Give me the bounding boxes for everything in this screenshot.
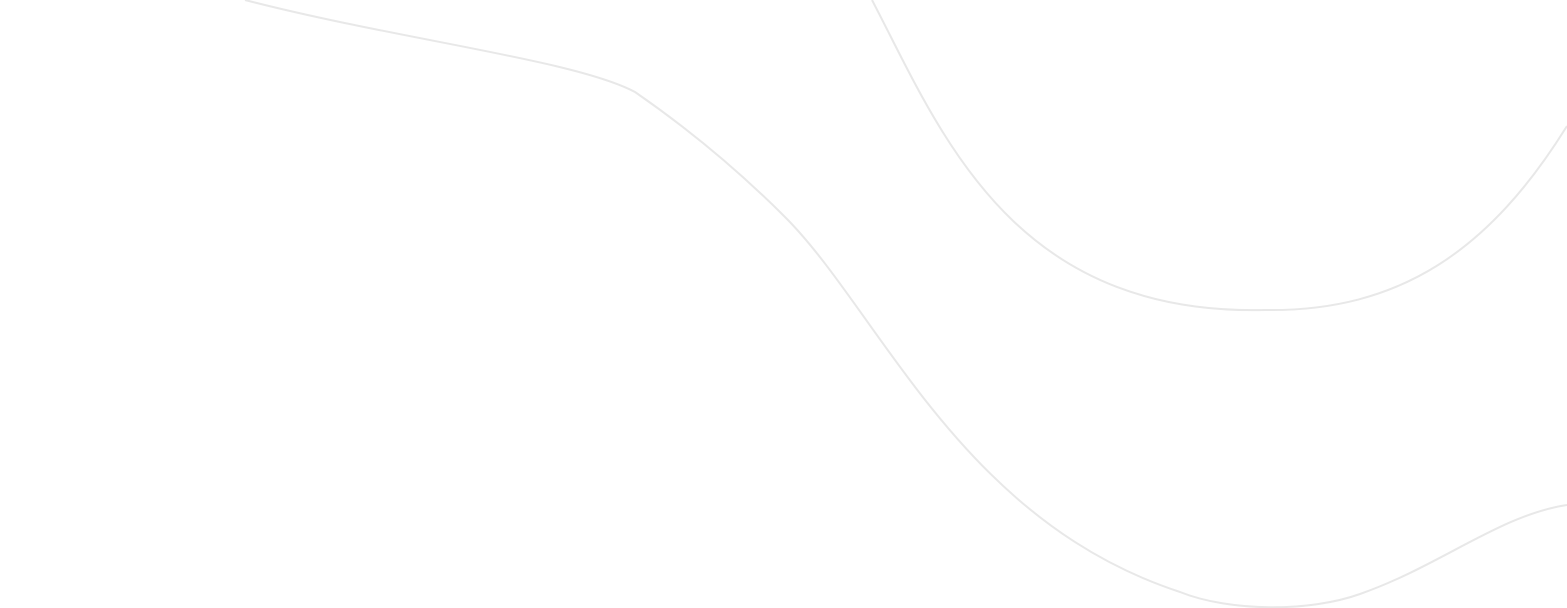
decorative-curve (871, 0, 1567, 312)
decorative-curve (244, 0, 1567, 608)
